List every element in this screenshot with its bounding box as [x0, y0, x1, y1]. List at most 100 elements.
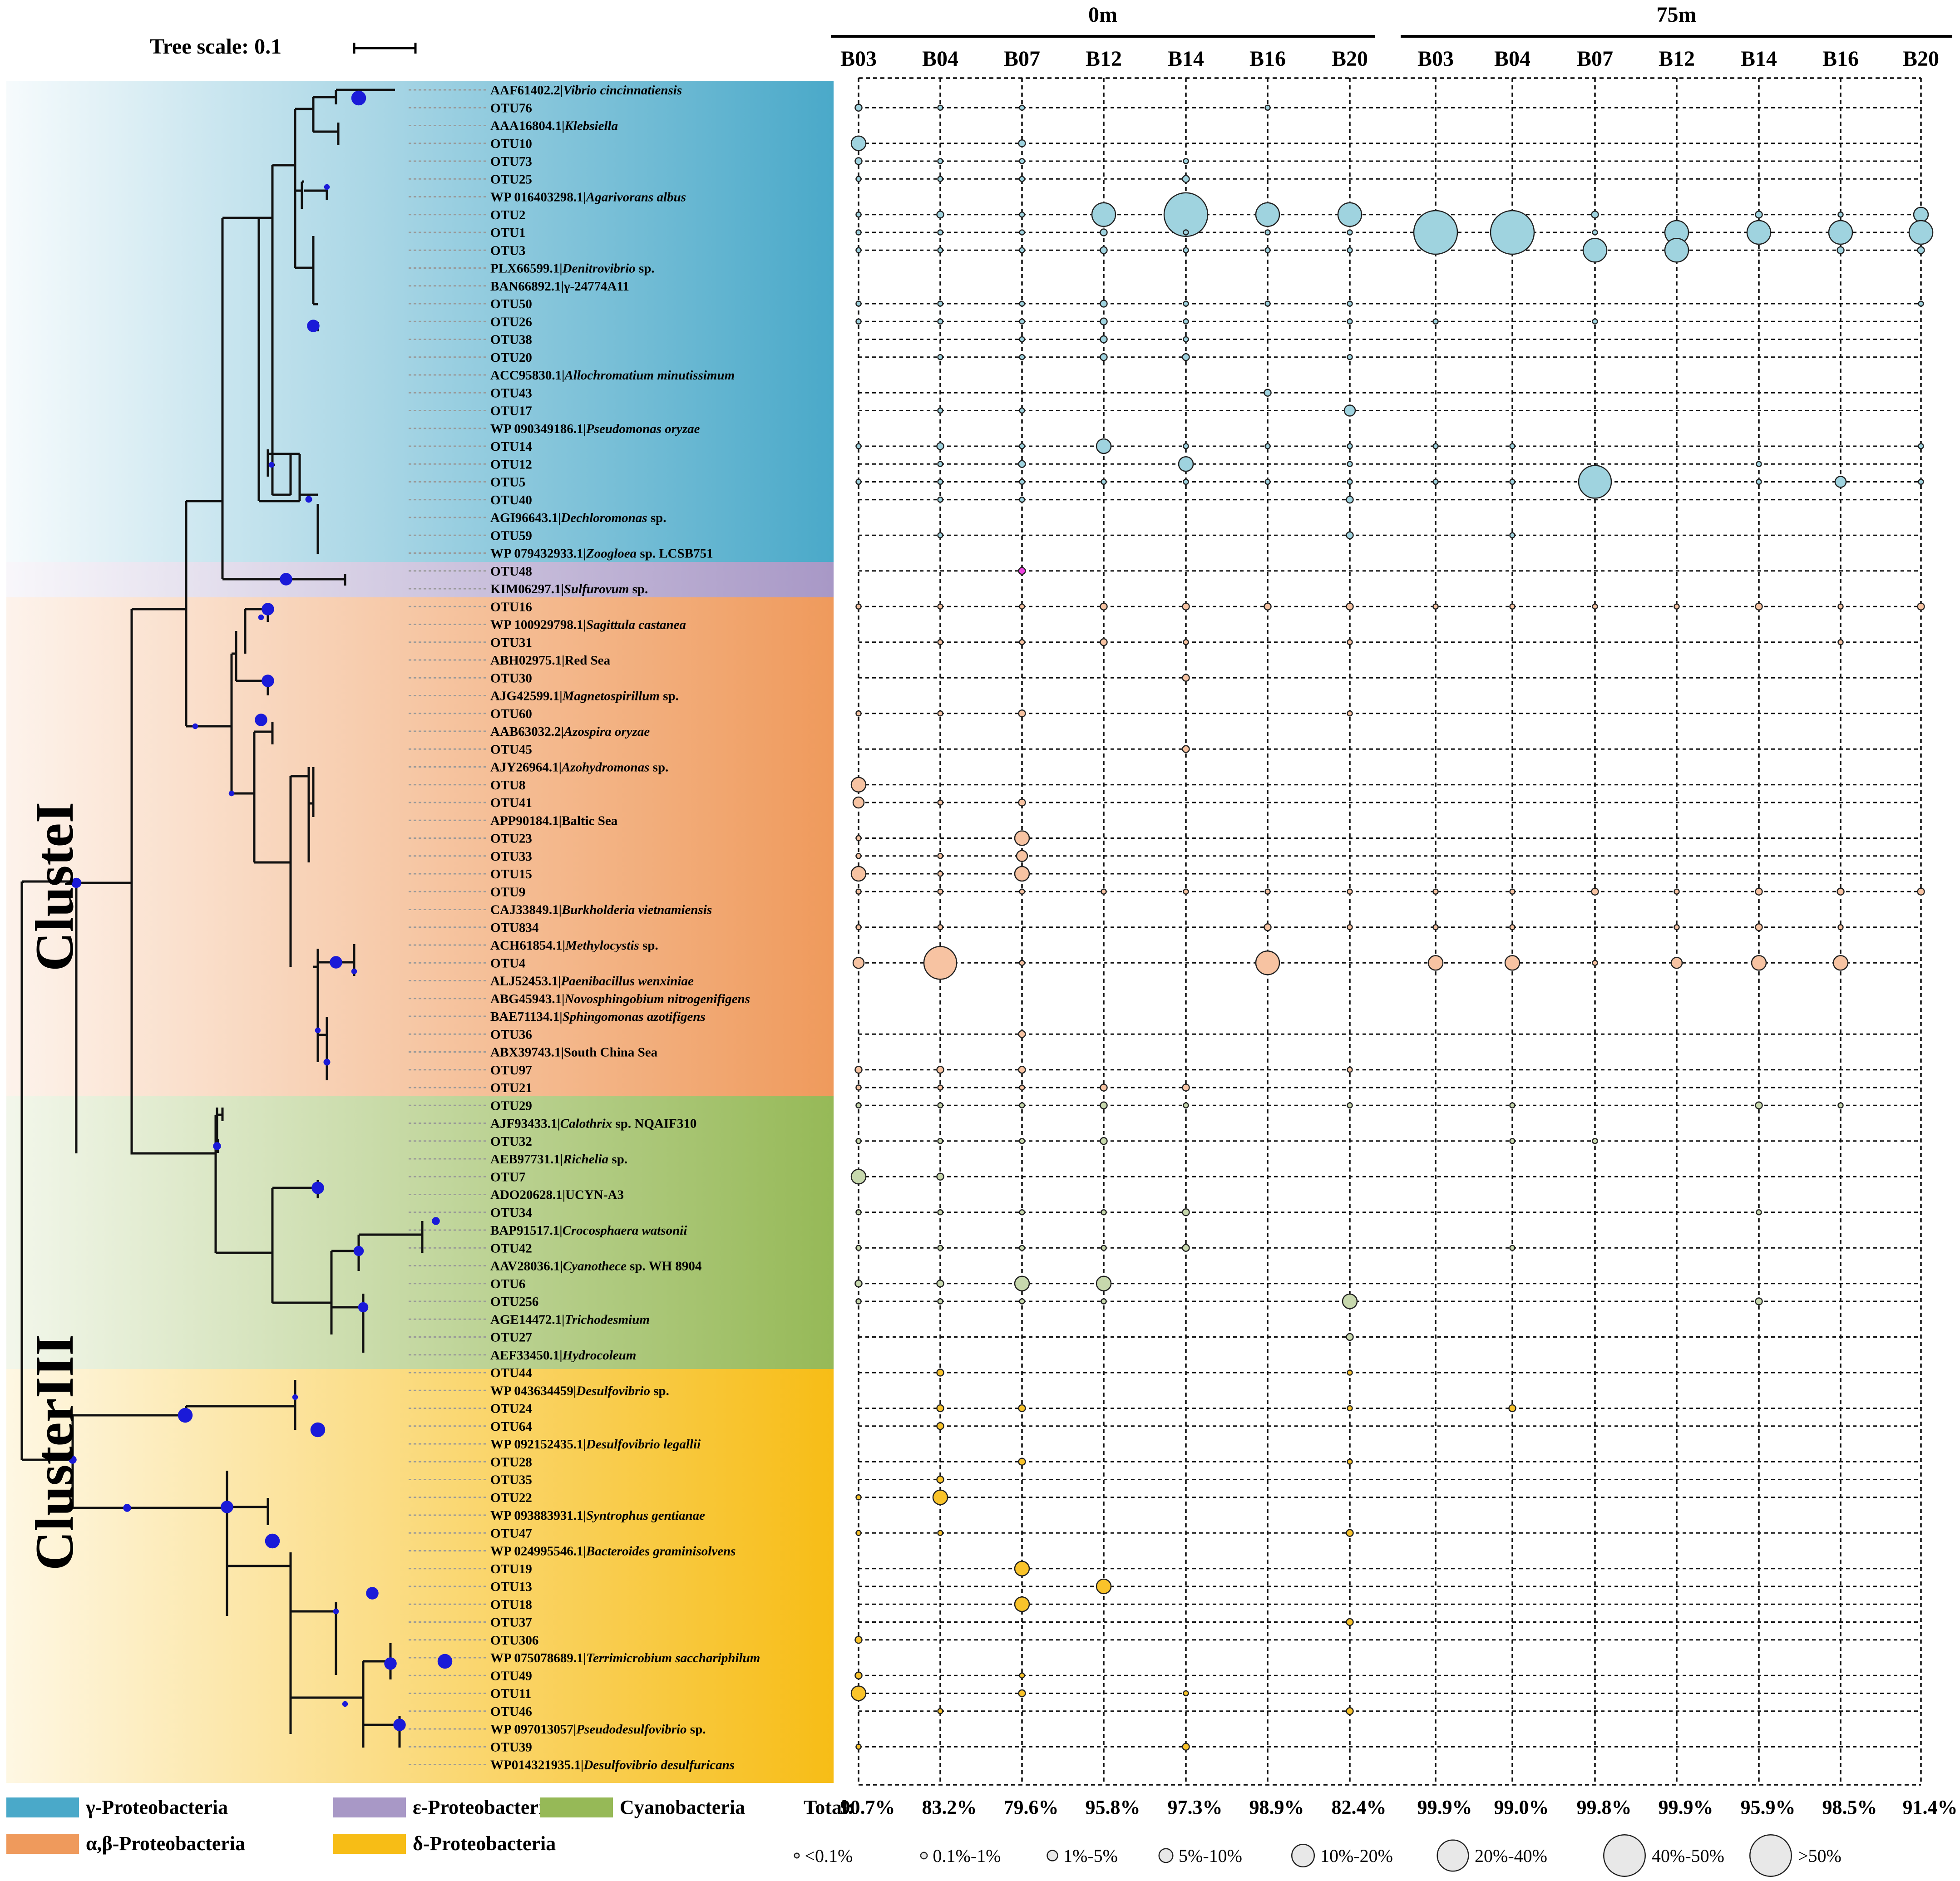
- abundance-bubble: [1183, 888, 1189, 895]
- station-header: B12: [1659, 47, 1695, 71]
- abundance-bubble: [1255, 950, 1280, 975]
- clade-swatch: [333, 1834, 406, 1854]
- abundance-bubble: [1592, 1138, 1598, 1144]
- abundance-bubble: [1755, 211, 1763, 219]
- leaf-label: OTU17: [490, 404, 532, 419]
- abundance-bubble: [855, 1138, 862, 1144]
- leaf-label: OTU12: [490, 457, 532, 472]
- leaf-label: OTU31: [490, 635, 532, 650]
- station-header: B16: [1249, 47, 1286, 71]
- abundance-bubble: [937, 176, 943, 182]
- leaf-label: ABG45943.1|Novosphingobium nitrogenifige…: [490, 992, 750, 1006]
- abundance-bubble: [1182, 674, 1190, 682]
- abundance-bubble: [1755, 923, 1763, 931]
- abundance-bubble: [1019, 888, 1025, 895]
- leaf-label: OTU76: [490, 101, 532, 115]
- cluster-label-1: ClusteI: [24, 802, 84, 971]
- leaf-label: OTU59: [490, 528, 532, 543]
- abundance-bubble: [1347, 461, 1353, 467]
- leaf-label: OTU1: [490, 226, 525, 240]
- abundance-bubble: [1917, 246, 1925, 254]
- abundance-bubble: [1019, 1298, 1025, 1305]
- leaf-label: APP90184.1|Baltic Sea: [490, 813, 618, 828]
- leaf-label: AAA16804.1|Klebsiella: [490, 119, 618, 133]
- matrix-bubbles: [850, 103, 1934, 1751]
- leaf-label: OTU45: [490, 742, 532, 757]
- leaf-label: OTU37: [490, 1615, 532, 1630]
- leaf-label: AJF93433.1|Calothrix sp. NQAIF310: [490, 1117, 696, 1131]
- abundance-bubble: [937, 603, 943, 610]
- abundance-bubble: [1264, 602, 1272, 611]
- abundance-bubble: [1018, 460, 1026, 468]
- leaf-label: OTU32: [490, 1134, 532, 1149]
- leaf-label: OTU19: [490, 1562, 532, 1576]
- leaf-label: OTU6: [490, 1277, 525, 1291]
- abundance-bubble: [1182, 353, 1190, 361]
- abundance-bubble: [1264, 888, 1271, 895]
- bootstrap-node: [333, 1608, 339, 1615]
- leaf-label: AGI96643.1|Dechloromonas sp.: [490, 511, 666, 525]
- abundance-bubble: [855, 710, 862, 717]
- abundance-bubble: [1751, 955, 1767, 971]
- abundance-bubble: [1183, 336, 1189, 343]
- abundance-bubble: [1591, 887, 1599, 896]
- abundance-bubble: [1432, 603, 1439, 610]
- size-legend-circle: [1291, 1843, 1315, 1868]
- leaf-label: OTU39: [490, 1740, 532, 1754]
- abundance-bubble: [855, 478, 862, 485]
- leaf-label: OTU27: [490, 1330, 532, 1345]
- leaf-label: BAE71134.1|Sphingomonas azotifigens: [490, 1009, 706, 1024]
- abundance-bubble: [1264, 229, 1271, 236]
- abundance-bubble: [850, 866, 867, 882]
- abundance-bubble: [1019, 354, 1025, 360]
- abundance-bubble: [1163, 192, 1209, 237]
- abundance-bubble: [1755, 602, 1763, 611]
- bootstrap-node: [73, 880, 79, 886]
- abundance-bubble: [852, 957, 865, 969]
- abundance-bubble: [855, 888, 862, 895]
- abundance-bubble: [1100, 335, 1108, 344]
- bootstrap-node: [221, 1501, 233, 1513]
- size-legend-label: 40%-50%: [1652, 1846, 1724, 1866]
- abundance-bubble: [855, 176, 862, 182]
- abundance-bubble: [1096, 438, 1112, 454]
- abundance-bubble: [1264, 389, 1272, 397]
- abundance-bubble: [937, 799, 943, 806]
- abundance-bubble: [1018, 1404, 1026, 1413]
- leaf-label: OTU23: [490, 832, 532, 846]
- leaf-label: OTU256: [490, 1295, 538, 1309]
- abundance-bubble: [1019, 1102, 1025, 1108]
- total-value: 99.9%: [1417, 1796, 1472, 1818]
- abundance-bubble: [1509, 1102, 1516, 1108]
- abundance-bubble: [1837, 924, 1844, 931]
- abundance-bubble: [1014, 1596, 1030, 1612]
- abundance-bubble: [1019, 443, 1025, 449]
- abundance-bubble: [1432, 924, 1439, 931]
- leaf-label: OTU306: [490, 1633, 538, 1648]
- station-header: B14: [1741, 47, 1777, 71]
- abundance-bubble: [1016, 850, 1028, 862]
- abundance-bubble: [1756, 461, 1762, 467]
- abundance-bubble: [1337, 202, 1363, 227]
- abundance-bubble: [1918, 300, 1924, 307]
- abundance-bubble: [1255, 202, 1280, 227]
- abundance-bubble: [1746, 220, 1772, 245]
- leaf-label: OTU25: [490, 172, 532, 187]
- abundance-bubble: [855, 247, 862, 253]
- abundance-bubble: [1346, 531, 1354, 539]
- abundance-bubble: [1014, 1275, 1030, 1291]
- bootstrap-node: [342, 1701, 348, 1707]
- leaf-label: OTU8: [490, 778, 525, 793]
- abundance-bubble: [1019, 603, 1025, 610]
- abundance-bubble: [1100, 317, 1108, 325]
- abundance-bubble: [850, 1169, 867, 1185]
- leaf-label: OTU35: [490, 1473, 532, 1487]
- abundance-bubble: [1346, 1529, 1354, 1537]
- abundance-bubble: [1019, 300, 1025, 307]
- abundance-bubble: [855, 1102, 862, 1108]
- abundance-bubble: [937, 1084, 943, 1091]
- abundance-bubble: [1019, 104, 1025, 111]
- bootstrap-node: [311, 1182, 324, 1194]
- depth-header-75m: 75m: [1657, 3, 1697, 27]
- bootstrap-node: [305, 496, 312, 503]
